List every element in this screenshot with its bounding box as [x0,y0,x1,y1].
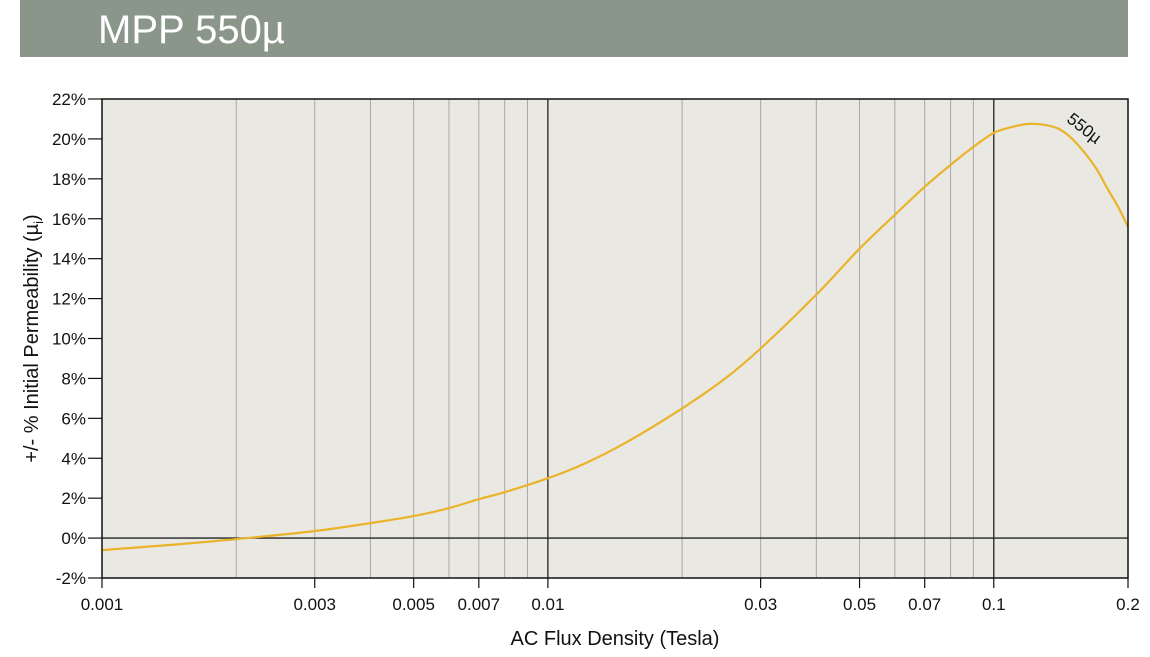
y-tick-label: 18% [52,170,86,189]
x-tick-label: 0.2 [1116,595,1140,614]
y-axis-label: +/- % Initial Permeability (µi) [21,214,46,462]
page-title: MPP 550µ [98,8,285,52]
y-tick-label: 20% [52,130,86,149]
y-tick-label: 12% [52,290,86,309]
x-tick-label: 0.001 [81,595,124,614]
y-tick-label: 2% [61,489,86,508]
x-tick-label: 0.007 [458,595,501,614]
y-tick-label: 8% [61,369,86,388]
x-tick-label: 0.003 [293,595,336,614]
y-tick-label: 22% [52,90,86,109]
x-tick-label: 0.005 [392,595,435,614]
x-tick-label: 0.07 [908,595,941,614]
grid [102,99,1128,578]
x-tick-label: 0.1 [982,595,1006,614]
y-tick-label: 4% [61,449,86,468]
x-tick-label: 0.01 [531,595,564,614]
tick-labels: -2% 0% 2% 4% 6% 8% 10% 12% 14% 16% 18% 20% 22% 0.001 0… [52,90,1140,614]
plot-area [102,99,1128,578]
y-tick-label: 16% [52,210,86,229]
y-tick-label: -2% [56,569,86,588]
x-axis-label: AC Flux Density (Tesla) [511,628,720,650]
title-bar: MPP 550µ [20,0,1128,57]
y-tick-label: 10% [52,330,86,349]
series-line-550u [101,122,1129,552]
y-tick-label: 6% [61,409,86,428]
x-tick-label: 0.03 [744,595,777,614]
x-tick-label: 0.05 [843,595,876,614]
plot-border [101,98,1129,579]
y-tick-label: 14% [52,250,86,269]
y-tick-label: 0% [61,529,86,548]
